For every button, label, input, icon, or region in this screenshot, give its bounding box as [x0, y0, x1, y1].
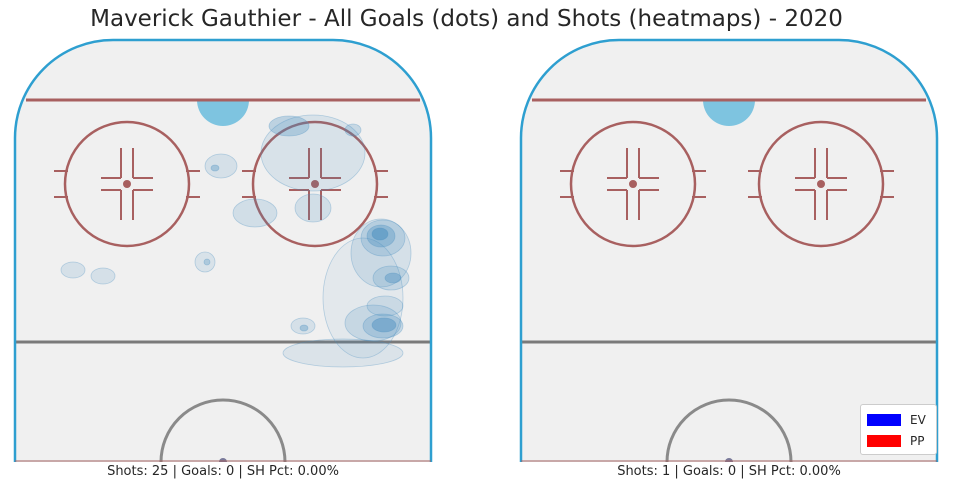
legend-swatch-pp — [867, 434, 901, 447]
left-heat-contour — [60, 261, 86, 279]
panel-caption-left: Shots: 25 | Goals: 0 | SH Pct: 0.00% — [107, 464, 339, 479]
left-heat-contour — [299, 324, 309, 332]
left-heat-contour — [232, 198, 278, 228]
left-heat-contour — [90, 267, 116, 285]
rink-panel-right — [519, 38, 939, 463]
left-heat-contour — [268, 115, 310, 137]
right-left-faceoff-ring — [569, 120, 697, 248]
left-right-faceoff-dot — [311, 180, 319, 188]
legend-label-pp: PP — [910, 433, 925, 448]
right-right-faceoff-circle — [748, 120, 894, 248]
left-center-circle — [159, 398, 287, 463]
left-left-faceoff-dot — [123, 180, 131, 188]
rink-panel-left — [13, 38, 433, 463]
legend-entry-ev: EV — [867, 409, 930, 430]
left-right-faceoff-circle — [242, 120, 388, 248]
left-heat-contour — [384, 272, 402, 284]
chart-title: Maverick Gauthier - All Goals (dots) and… — [90, 6, 843, 32]
left-heat-contour — [203, 258, 211, 266]
left-goal-crease — [197, 100, 249, 126]
left-heat-contour — [371, 317, 397, 333]
left-boards — [13, 38, 433, 462]
right-center-circle — [665, 398, 793, 463]
right-goal-crease — [703, 100, 755, 126]
left-heat-contour — [362, 313, 404, 339]
left-heat-contour — [282, 338, 404, 368]
left-heat-contour — [366, 295, 404, 317]
right-right-faceoff-ring — [757, 120, 885, 248]
left-heat-contour — [204, 153, 238, 179]
left-heat-contour — [371, 227, 389, 241]
left-heat-contour — [194, 251, 216, 273]
left-heat-contour — [350, 218, 412, 288]
left-heat-contour — [290, 317, 316, 335]
right-boards — [519, 38, 939, 462]
right-left-faceoff-circle — [560, 120, 706, 248]
legend-label-ev: EV — [910, 412, 926, 427]
left-heat-contour — [210, 164, 220, 172]
legend-entry-pp: PP — [867, 430, 930, 451]
left-left-faceoff-ring — [63, 120, 191, 248]
left-heat-contour — [294, 193, 332, 223]
left-shot-heatmap — [60, 114, 412, 368]
left-heat-contour — [260, 114, 366, 192]
left-left-faceoff-circle — [54, 120, 200, 248]
legend-swatch-ev — [867, 413, 901, 426]
right-ice-surface — [521, 40, 937, 462]
left-right-faceoff-ring — [251, 120, 379, 248]
left-heat-contour — [344, 123, 362, 137]
right-right-faceoff-dot — [817, 180, 825, 188]
right-left-faceoff-dot — [629, 180, 637, 188]
left-heat-contour — [372, 265, 410, 291]
panel-caption-right: Shots: 1 | Goals: 0 | SH Pct: 0.00% — [617, 464, 841, 479]
left-heat-contour — [344, 304, 402, 342]
left-heat-contour — [322, 237, 404, 359]
legend: EV PP — [860, 404, 937, 455]
left-ice-surface — [15, 40, 431, 462]
